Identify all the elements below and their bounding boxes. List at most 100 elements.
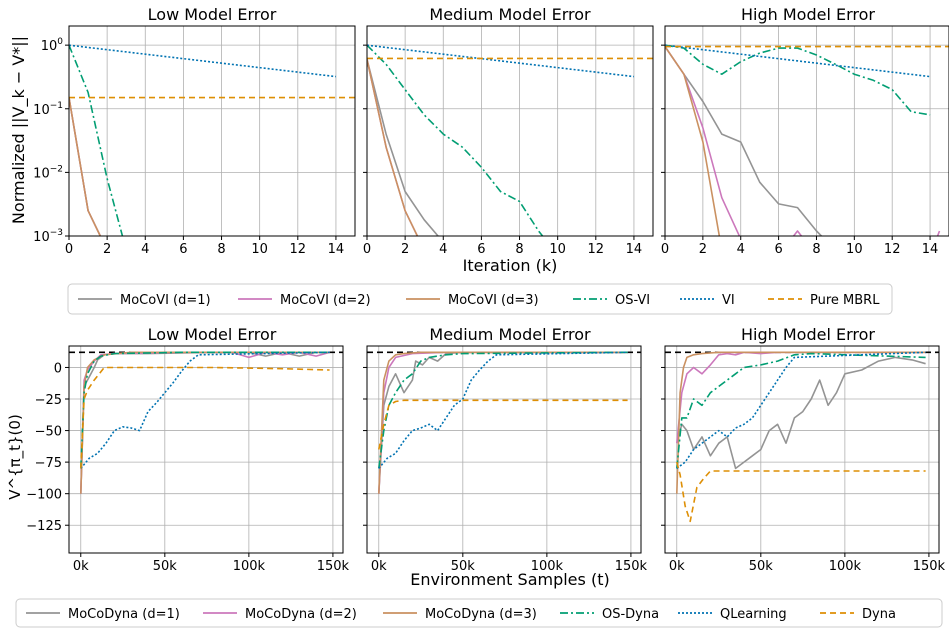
legend-label-mbrl: Dyna [862, 607, 896, 622]
tick-label: 0 [54, 361, 62, 376]
top-medium-error-plot: Medium Model Error 0 2 4 6 8 10 12 14 [363, 5, 654, 257]
tick-label: 2 [103, 242, 111, 257]
top-high-error-plot: High Model Error 0 2 4 6 8 10 12 14 [661, 5, 949, 257]
tick-label: 12 [884, 242, 901, 257]
tick-label: −50 [35, 425, 62, 440]
tick-label: 6 [179, 242, 187, 257]
axes-frame [664, 25, 949, 237]
tick-label: 50k [749, 559, 774, 574]
series-line-os [69, 44, 124, 236]
bottom-y-axis-label: V^{π_t}(0) [6, 414, 25, 500]
grid [68, 26, 355, 237]
tick-label: 8 [217, 242, 225, 257]
legend-bottom: MoCoDyna (d=1) MoCoDyna (d=2) MoCoDyna (d=… [15, 598, 943, 628]
legend-top: MoCoVI (d=1) MoCoVI (d=2) MoCoVI (d=3) OS-V… [67, 283, 893, 315]
axes-frame [366, 345, 642, 554]
legend-label-vi: VI [722, 293, 735, 308]
series-line-os [665, 44, 931, 116]
tick-label: 10−2 [33, 164, 63, 181]
tick-label: 0k [669, 559, 685, 574]
series-line-d2 [367, 59, 419, 236]
tick-label: 0k [371, 559, 387, 574]
tick-label: 14 [328, 242, 345, 257]
plot-title-high-bottom: High Model Error [741, 325, 875, 344]
legend-label-vi: QLearning [720, 607, 787, 622]
tick-label: 100 [41, 37, 64, 54]
tick-label: −100 [26, 488, 62, 503]
tick-label: −125 [26, 519, 62, 534]
series-line-os [80, 351, 330, 469]
legend-label-d1: MoCoVI (d=1) [120, 293, 211, 308]
tick-label: −75 [35, 456, 62, 471]
tick-label: 50k [153, 559, 178, 574]
plot-title-medium-bottom: Medium Model Error [429, 325, 591, 344]
series-line-d1 [80, 351, 330, 494]
tick-label: 0 [363, 242, 371, 257]
series-line-d3 [80, 351, 330, 494]
tick-label: 10 [846, 242, 863, 257]
axes-frame [664, 345, 940, 554]
plot-title-low: Low Model Error [148, 5, 277, 24]
tick-label: −25 [35, 393, 62, 408]
series-line-d3 [665, 46, 721, 236]
tick-label: 4 [141, 242, 149, 257]
bottom-x-axis-label: Environment Samples (t) [410, 570, 609, 589]
series-line-d3 [69, 97, 102, 236]
tick-label: 150k [317, 559, 350, 574]
series-line-vi [378, 351, 628, 469]
plot-title-high: High Model Error [741, 5, 875, 24]
tick-label: 2 [401, 242, 409, 257]
series-line-d2 [80, 351, 330, 494]
tick-label: 6 [477, 242, 485, 257]
tick-label: 10−3 [33, 228, 63, 245]
series-line-vi [80, 351, 330, 469]
bottom-medium-error-plot: Medium Model Error 0k 50k 100k 150k [363, 325, 648, 574]
series-line-d1 [676, 356, 926, 470]
series-line-d3 [676, 351, 926, 494]
tick-label: 6 [774, 242, 782, 257]
legend-label-d3: MoCoDyna (d=3) [425, 607, 537, 622]
axes-frame [68, 345, 344, 554]
tick-label: 0k [73, 559, 89, 574]
tick-label: 8 [812, 242, 820, 257]
tick-label: 50k [451, 559, 476, 574]
series-line-vi [665, 44, 931, 78]
tick-label: 150k [913, 559, 946, 574]
series-group [676, 351, 926, 523]
series-group [80, 351, 330, 494]
legend-label-d3: MoCoVI (d=3) [448, 293, 539, 308]
tick-label: 4 [737, 242, 745, 257]
axes-frame [366, 25, 654, 237]
series-line-os [367, 44, 544, 236]
tick-label: 4 [439, 242, 447, 257]
top-low-error-plot: Low Model Error 0 2 4 6 8 10 12 14 10−3 10−2 10−1 1… [33, 5, 356, 257]
tick-label: 100k [233, 559, 266, 574]
series-line-d1 [367, 59, 440, 236]
tick-label: 0 [661, 242, 669, 257]
tick-label: 150k [615, 559, 648, 574]
tick-label: 10−1 [33, 101, 63, 118]
grid [664, 26, 949, 237]
tick-label: 14 [922, 242, 939, 257]
tick-label: 10 [549, 242, 566, 257]
series-group [378, 351, 628, 494]
series-line-d1 [69, 97, 102, 236]
legend-label-os: OS-VI [615, 293, 650, 308]
tick-label: 100k [531, 559, 564, 574]
tick-label: 0 [65, 242, 73, 257]
series-group [367, 44, 653, 236]
grid [665, 346, 939, 553]
series-group [665, 44, 949, 236]
legend-label-d1: MoCoDyna (d=1) [68, 607, 180, 622]
tick-label: 10 [251, 242, 268, 257]
series-line-d2 [665, 46, 941, 236]
legend-label-d2: MoCoVI (d=2) [280, 293, 371, 308]
plot-title-medium: Medium Model Error [429, 5, 591, 24]
series-line-d1 [378, 351, 628, 494]
series-line-d2 [69, 97, 102, 236]
series-line-mbrl [676, 461, 926, 523]
series-line-vi [69, 44, 336, 78]
tick-label: 8 [515, 242, 523, 257]
tick-label: 2 [699, 242, 707, 257]
